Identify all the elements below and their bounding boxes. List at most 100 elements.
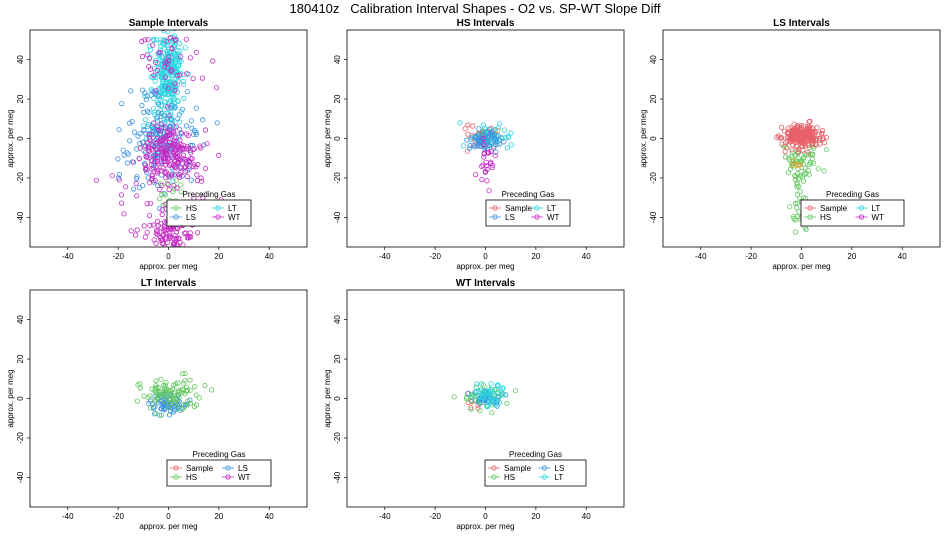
data-point-lt <box>152 109 158 115</box>
data-point-wt <box>168 161 174 167</box>
data-point-hs <box>148 405 154 411</box>
data-point-wt <box>177 137 183 143</box>
data-point-lt <box>161 119 168 125</box>
data-point-wt <box>188 150 194 156</box>
data-point-hs <box>137 381 143 387</box>
legend-entry-sample: Sample <box>186 464 214 473</box>
data-point-wt <box>153 88 159 94</box>
data-point-wt <box>195 161 201 168</box>
data-point-wt <box>213 85 220 91</box>
data-point-wt <box>141 223 147 229</box>
data-point-wt <box>160 165 166 171</box>
data-point-lt <box>166 89 172 95</box>
points-layer <box>774 118 830 235</box>
data-point-wt <box>157 187 163 193</box>
data-point-lt <box>484 390 490 396</box>
x-tick-label: 0 <box>166 512 171 521</box>
legend-entry-hs: HS <box>820 213 831 222</box>
data-point-ls <box>493 149 499 155</box>
data-point-hs <box>823 147 830 153</box>
x-axis-label: approx. per meg <box>456 522 514 531</box>
data-point-sample <box>823 134 829 140</box>
legend-swatch-marker <box>541 465 548 471</box>
data-point-ls <box>472 398 479 404</box>
data-point-hs <box>792 217 798 223</box>
data-point-wt <box>484 149 490 155</box>
data-point-ls <box>158 113 164 119</box>
data-point-wt <box>210 58 216 64</box>
data-point-wt <box>151 120 157 126</box>
data-point-hs <box>821 168 827 174</box>
legend-swatch-marker <box>173 205 179 211</box>
data-point-lt <box>168 110 174 116</box>
data-point-lt <box>173 56 179 62</box>
data-point-sample <box>795 149 802 155</box>
y-tick-label: -20 <box>333 172 342 184</box>
data-point-hs <box>170 382 177 388</box>
data-point-wt <box>149 132 155 138</box>
data-point-ls <box>134 175 140 182</box>
data-point-hs <box>157 181 164 187</box>
data-point-wt <box>153 59 159 66</box>
data-point-wt <box>181 156 188 162</box>
data-point-ls <box>141 109 147 116</box>
data-point-wt <box>177 72 183 78</box>
legend-swatch-marker <box>215 214 221 220</box>
y-tick-label: -20 <box>16 432 25 444</box>
legend-swatch-marker <box>225 465 231 471</box>
data-point-sample <box>793 127 800 133</box>
data-point-wt <box>144 229 150 235</box>
data-point-wt <box>123 184 129 190</box>
data-point-wt <box>167 162 173 168</box>
data-point-sample <box>795 138 802 144</box>
data-point-ls <box>214 120 220 126</box>
data-point-lt <box>504 145 510 151</box>
data-point-ls <box>140 183 146 189</box>
data-point-hs <box>175 380 181 386</box>
legend-title: Preceding Gas <box>183 190 236 199</box>
data-point-ls <box>478 131 484 138</box>
legend-swatch-marker <box>534 205 540 211</box>
legend-entry-lt: LT <box>555 473 564 482</box>
data-point-lt <box>147 47 154 53</box>
data-point-ls <box>127 138 133 144</box>
y-tick-label: 20 <box>16 354 25 363</box>
data-point-wt <box>173 154 179 160</box>
legend-swatch-marker <box>173 474 179 480</box>
data-point-hs <box>803 170 809 176</box>
y-axis-label: approx. per meg <box>6 109 15 167</box>
data-point-sample <box>790 127 796 133</box>
data-point-lt <box>494 142 501 148</box>
data-point-wt <box>172 140 178 146</box>
data-point-wt <box>150 222 156 228</box>
data-point-hs <box>187 377 193 383</box>
data-point-hs <box>141 393 147 399</box>
data-point-hs <box>175 389 181 395</box>
data-point-wt <box>93 177 99 183</box>
data-point-hs <box>161 392 167 398</box>
data-point-ls <box>497 137 503 143</box>
data-point-wt <box>149 172 155 178</box>
data-point-wt <box>146 64 152 70</box>
data-point-wt <box>171 241 177 247</box>
data-point-lt <box>494 383 500 389</box>
data-point-lt <box>178 58 184 65</box>
data-point-ls <box>146 109 152 116</box>
data-point-lt <box>157 53 163 59</box>
data-point-wt <box>162 125 168 131</box>
data-point-lt <box>163 57 169 63</box>
legend-swatch-marker <box>492 214 498 220</box>
legend-swatch-marker <box>858 214 865 220</box>
data-point-hs <box>178 189 184 195</box>
y-axis-label: approx. per meg <box>6 369 15 427</box>
y-tick-label: 40 <box>16 55 25 64</box>
data-point-wt <box>155 139 161 145</box>
data-point-wt <box>183 159 189 165</box>
data-point-hs <box>175 405 181 412</box>
legend-entry-ls: LS <box>186 213 196 222</box>
legend: Preceding Gas Sample LS HS WT <box>166 450 272 487</box>
data-point-lt <box>140 123 146 129</box>
data-point-ls <box>150 405 157 411</box>
data-point-hs <box>785 170 792 176</box>
data-point-sample <box>807 132 813 138</box>
